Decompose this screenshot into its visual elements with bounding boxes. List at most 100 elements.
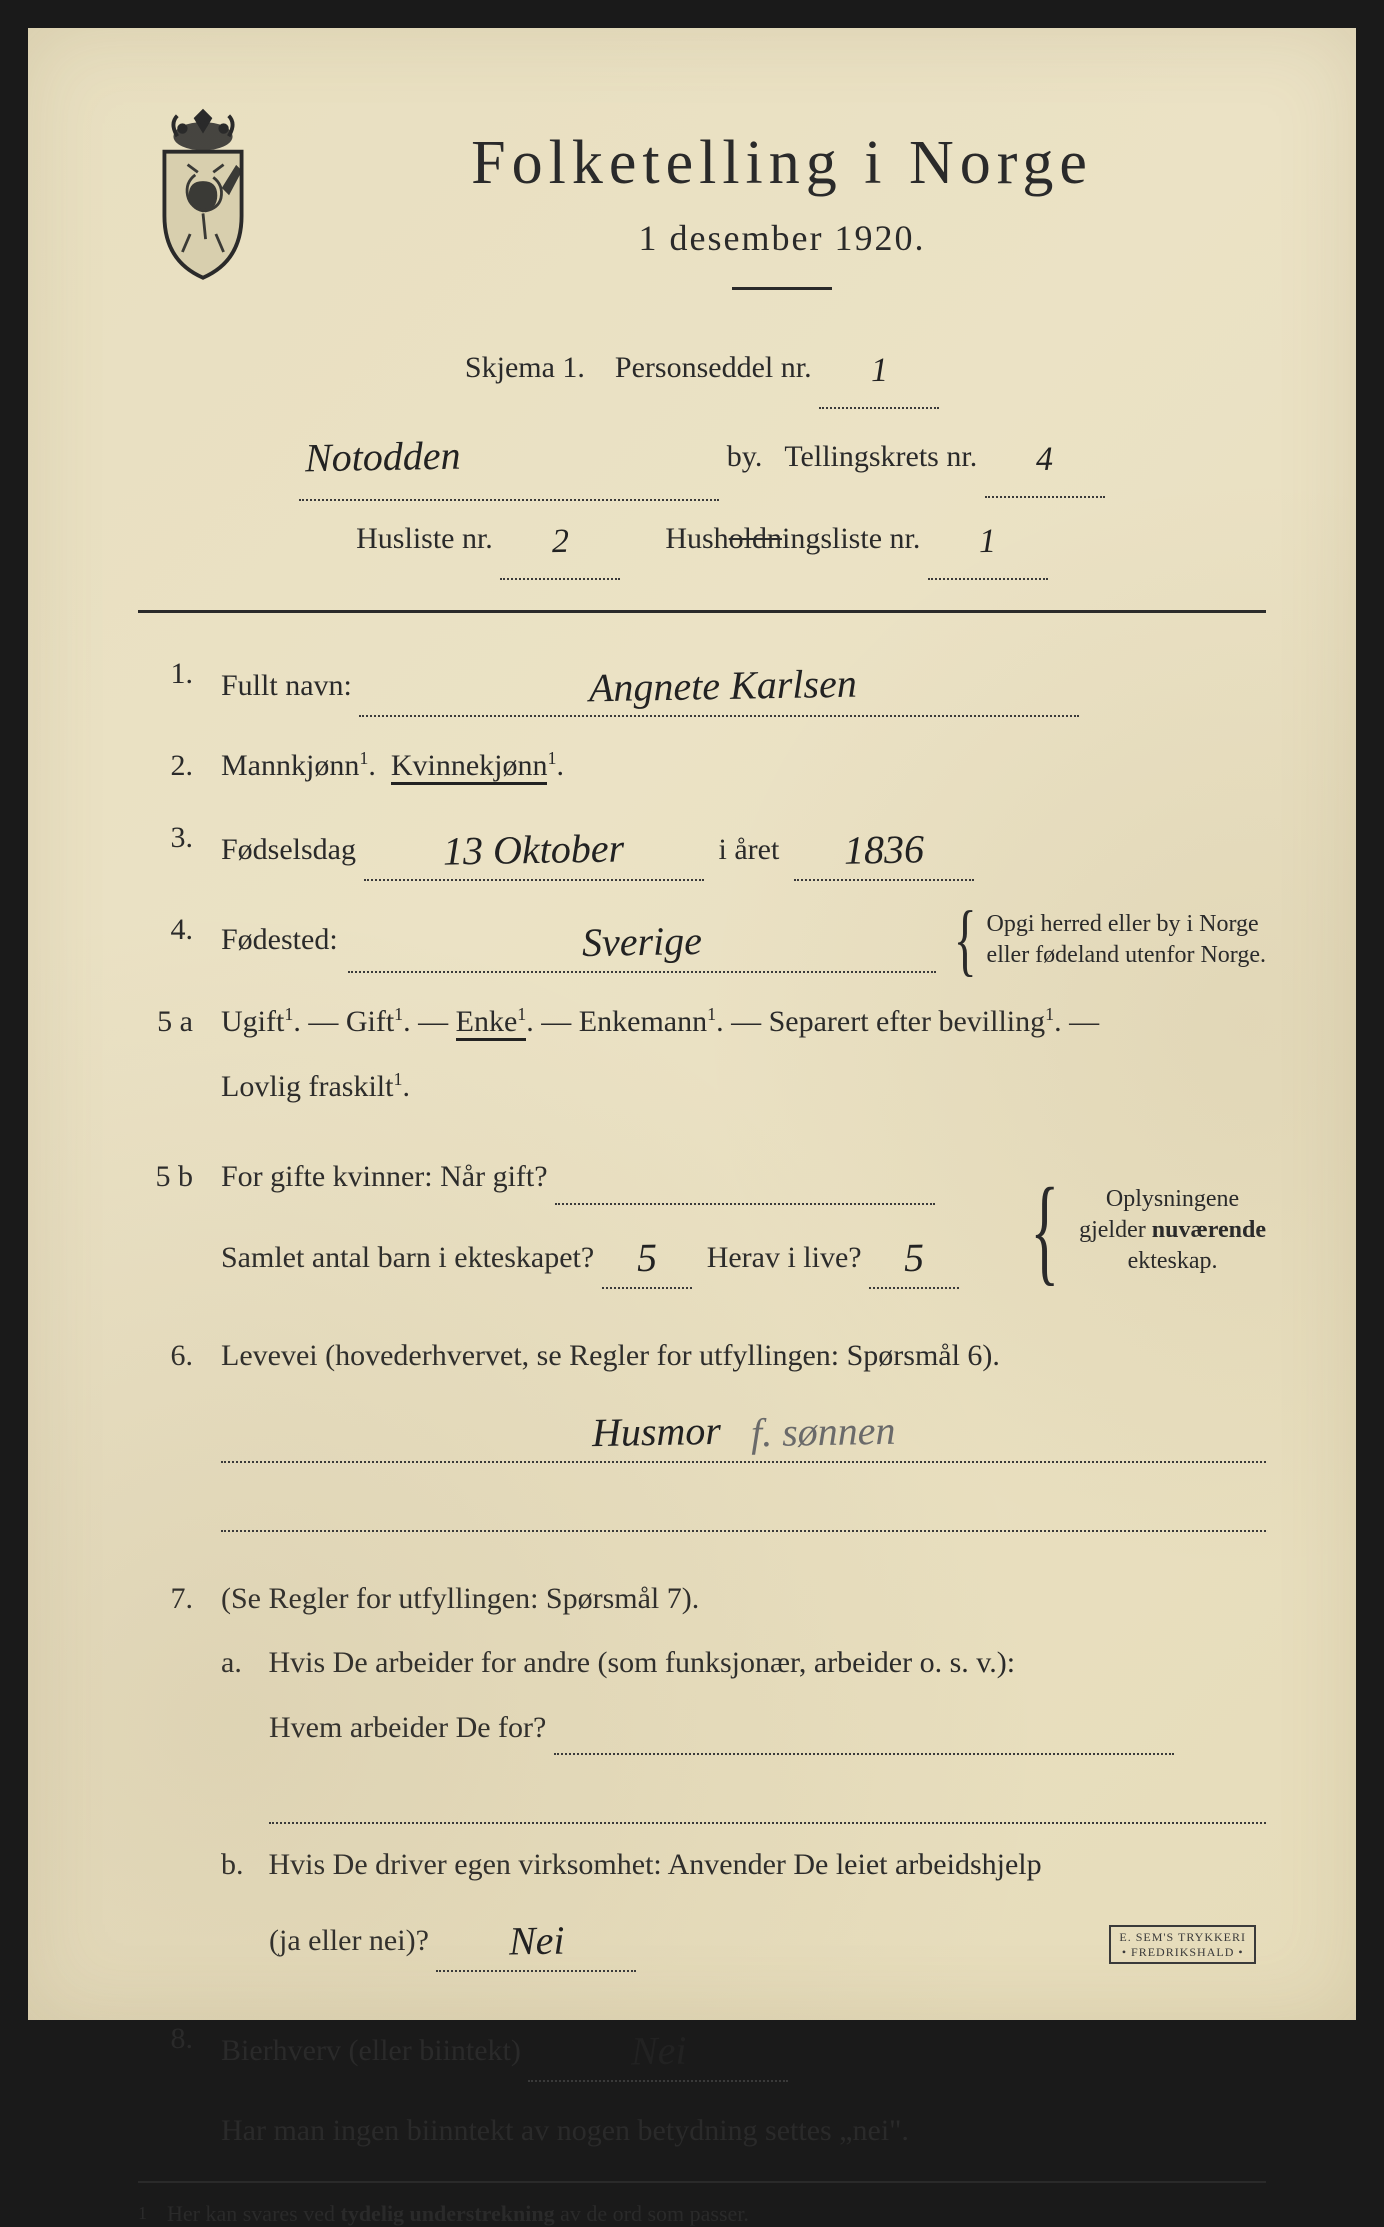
q3-daymonth-value: 13 Oktober <box>442 818 624 883</box>
q6: 6. Levevei (hovederhvervet, se Regler fo… <box>138 1333 1266 1550</box>
form-title: Folketelling i Norge <box>298 128 1266 199</box>
q6-num: 6. <box>138 1333 193 1380</box>
q5a: 5 a Ugift1. — Gift1. — Enke1. — Enkemann… <box>138 999 1266 1128</box>
q3-label: Fødselsdag <box>221 833 356 866</box>
q5b-live-value: 5 <box>904 1226 925 1288</box>
q3-num: 3. <box>138 815 193 862</box>
q5a-opt-ugift: Ugift1 <box>221 1005 293 1038</box>
q8-value-field: Nei <box>528 2016 788 2082</box>
q7a-l2: Hvem arbeider De for? <box>269 1711 546 1744</box>
q5a-opt-separert: Separert efter bevilling1 <box>769 1005 1055 1038</box>
tail-note-row: Har man ingen biinntekt av nogen betydni… <box>138 2108 1266 2155</box>
q7b-value-field: Nei <box>436 1906 636 1972</box>
coat-of-arms-icon <box>138 108 268 288</box>
q6-value-field: Husmor f. sønnen <box>221 1397 1266 1463</box>
by-value: Notodden <box>305 411 462 502</box>
q7a-lbl: a. <box>221 1640 261 1687</box>
skjema-label: Skjema 1. <box>465 351 585 384</box>
question-list: 1. Fullt navn: Angnete Karlsen 2. Mannkj… <box>138 651 1266 2155</box>
header: Folketelling i Norge 1 desember 1920. <box>138 118 1266 290</box>
census-form-page: Folketelling i Norge 1 desember 1920. Sk… <box>28 28 1356 2020</box>
q8: 8. Bierhverv (eller biintekt) Nei <box>138 2016 1266 2082</box>
q4-place-value: Sverige <box>581 910 702 974</box>
q5a-options: Ugift1. — Gift1. — Enke1. — Enkemann1. —… <box>221 999 1266 1046</box>
q1-num: 1. <box>138 651 193 698</box>
husliste-nr-field: 2 <box>500 501 620 580</box>
q7-num: 7. <box>138 1576 193 1623</box>
printer-stamp: E. SEM'S TRYKKERI • FREDRIKSHALD • <box>1109 1925 1256 1964</box>
title-rule <box>732 287 832 290</box>
q6-value-a: Husmor <box>591 1400 721 1464</box>
q5a-num: 5 a <box>138 999 193 1046</box>
q5b-gift-label: For gifte kvinner: Når gift? <box>221 1160 548 1193</box>
section-rule <box>138 610 1266 613</box>
q7a-blank-line <box>269 1773 1266 1824</box>
q1-name-value: Angnete Karlsen <box>589 652 858 719</box>
footnote-text: Her kan svares ved tydelig understreknin… <box>167 2201 749 2227</box>
q7-label: (Se Regler for utfyllingen: Spørsmål 7). <box>221 1582 699 1615</box>
q4-label: Fødested: <box>221 917 338 964</box>
footnote-num: 1 <box>138 2203 147 2224</box>
q4: 4. Fødested: Sverige { Opgi herred eller… <box>138 907 1266 973</box>
q7b-value: Nei <box>508 1910 565 1973</box>
q5a-opt-gift: Gift1 <box>346 1005 403 1038</box>
q2: 2. Mannkjønn1. Kvinnekjønn1. <box>138 743 1266 790</box>
husliste-nr-value: 2 <box>551 505 569 580</box>
tail-note: Har man ingen biinntekt av nogen betydni… <box>221 2108 1266 2155</box>
q6-blank-line <box>221 1481 1266 1532</box>
tellingskrets-nr-value: 4 <box>1036 423 1054 498</box>
by-field: Notodden <box>299 409 719 501</box>
q8-value: Nei <box>630 2020 687 2083</box>
q5a-opt-fraskilt: Lovlig fraskilt1. <box>221 1070 410 1103</box>
q7b-l2: (ja eller nei)? <box>269 1924 429 1957</box>
q5b-live-label: Herav i live? <box>707 1241 862 1274</box>
q7b-lbl: b. <box>221 1842 261 1889</box>
q5a-opt-enke: Enke1 <box>456 1005 527 1041</box>
q1: 1. Fullt navn: Angnete Karlsen <box>138 651 1266 717</box>
footnote-rule <box>138 2181 1266 2183</box>
by-label: by. <box>727 440 763 473</box>
q2-opt-mann: Mannkjønn1. <box>221 749 376 782</box>
q3-year-field: 1836 <box>794 815 974 881</box>
q3-mid: i året <box>719 833 780 866</box>
q4-note: Opgi herred eller by i Norge eller fødel… <box>987 909 1266 971</box>
q5a-opt-enkemann: Enkemann1 <box>579 1005 716 1038</box>
tellingskrets-nr-field: 4 <box>985 419 1105 498</box>
q5b-live-field: 5 <box>869 1223 959 1289</box>
meta-block: Skjema 1. Personseddel nr. 1 Notodden by… <box>138 330 1266 580</box>
q3-year-value: 1836 <box>844 818 925 881</box>
q3: 3. Fødselsdag 13 Oktober i året 1836 <box>138 815 1266 881</box>
q8-label: Bierhverv (eller biintekt) <box>221 2034 521 2067</box>
q1-name-field: Angnete Karlsen <box>359 651 1079 717</box>
q7a-value-field <box>554 1705 1174 1756</box>
footnote: 1 Her kan svares ved tydelig understrekn… <box>138 2201 1266 2227</box>
title-block: Folketelling i Norge 1 desember 1920. <box>298 118 1266 290</box>
q7b-l1: Hvis De driver egen virksomhet: Anvender… <box>269 1848 1042 1881</box>
q3-daymonth-field: 13 Oktober <box>364 815 704 881</box>
q6-value-b: f. sønnen <box>750 1400 895 1465</box>
husholdning-nr-field: 1 <box>928 501 1048 580</box>
q7: 7. (Se Regler for utfyllingen: Spørsmål … <box>138 1576 1266 1991</box>
q5b: 5 b For gifte kvinner: Når gift? Samlet … <box>138 1154 1266 1307</box>
personseddel-nr-field: 1 <box>819 330 939 409</box>
q4-num: 4. <box>138 907 193 954</box>
q6-label: Levevei (hovederhvervet, se Regler for u… <box>221 1339 1000 1372</box>
q1-label: Fullt navn: <box>221 669 352 702</box>
husholdning-label: Husholdningsliste nr. <box>665 522 920 555</box>
personseddel-label: Personseddel nr. <box>615 351 812 384</box>
q5b-num: 5 b <box>138 1154 193 1201</box>
q5b-barn-value: 5 <box>636 1226 657 1288</box>
q5b-barn-field: 5 <box>602 1223 692 1289</box>
form-date: 1 desember 1920. <box>298 217 1266 259</box>
personseddel-nr-value: 1 <box>870 334 888 409</box>
q4-place-field: Sverige <box>348 907 936 973</box>
q2-num: 2. <box>138 743 193 790</box>
q5b-gift-field <box>555 1154 935 1205</box>
q7a-l1: Hvis De arbeider for andre (som funksjon… <box>269 1646 1016 1679</box>
q2-opt-kvinne: Kvinnekjønn1. <box>391 749 564 782</box>
q5b-note: Oplysningene gjelder nuværende ekteskap. <box>1079 1184 1266 1278</box>
q8-num: 8. <box>138 2016 193 2063</box>
tellingskrets-label: Tellingskrets nr. <box>784 440 977 473</box>
husholdning-nr-value: 1 <box>979 505 997 580</box>
q5b-barn-label: Samlet antal barn i ekteskapet? <box>221 1241 594 1274</box>
